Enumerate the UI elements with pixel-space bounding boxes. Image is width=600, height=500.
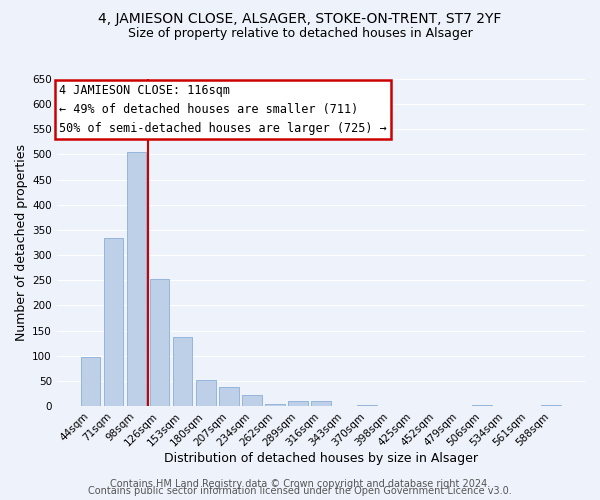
Bar (150, 279, 169, 406)
Bar (311, 401, 331, 406)
Bar (242, 395, 262, 406)
X-axis label: Distribution of detached houses by size in Alsager: Distribution of detached houses by size … (164, 452, 478, 465)
Text: Contains public sector information licensed under the Open Government Licence v3: Contains public sector information licen… (88, 486, 512, 496)
Text: 4 JAMIESON CLOSE: 116sqm
← 49% of detached houses are smaller (711)
50% of semi-: 4 JAMIESON CLOSE: 116sqm ← 49% of detach… (59, 84, 387, 135)
Bar (472, 405, 492, 406)
Bar (127, 152, 146, 406)
Text: 4, JAMIESON CLOSE, ALSAGER, STOKE-ON-TRENT, ST7 2YF: 4, JAMIESON CLOSE, ALSAGER, STOKE-ON-TRE… (98, 12, 502, 26)
Text: Size of property relative to detached houses in Alsager: Size of property relative to detached ho… (128, 28, 472, 40)
Bar (265, 404, 284, 406)
Bar (288, 401, 308, 406)
Bar (81, 358, 100, 406)
Bar (357, 405, 377, 406)
Bar (104, 238, 124, 406)
Bar (541, 405, 561, 406)
Bar (173, 337, 193, 406)
Text: Contains HM Land Registry data © Crown copyright and database right 2024.: Contains HM Land Registry data © Crown c… (110, 479, 490, 489)
Bar (219, 387, 239, 406)
Y-axis label: Number of detached properties: Number of detached properties (15, 144, 28, 341)
Bar (196, 380, 215, 406)
